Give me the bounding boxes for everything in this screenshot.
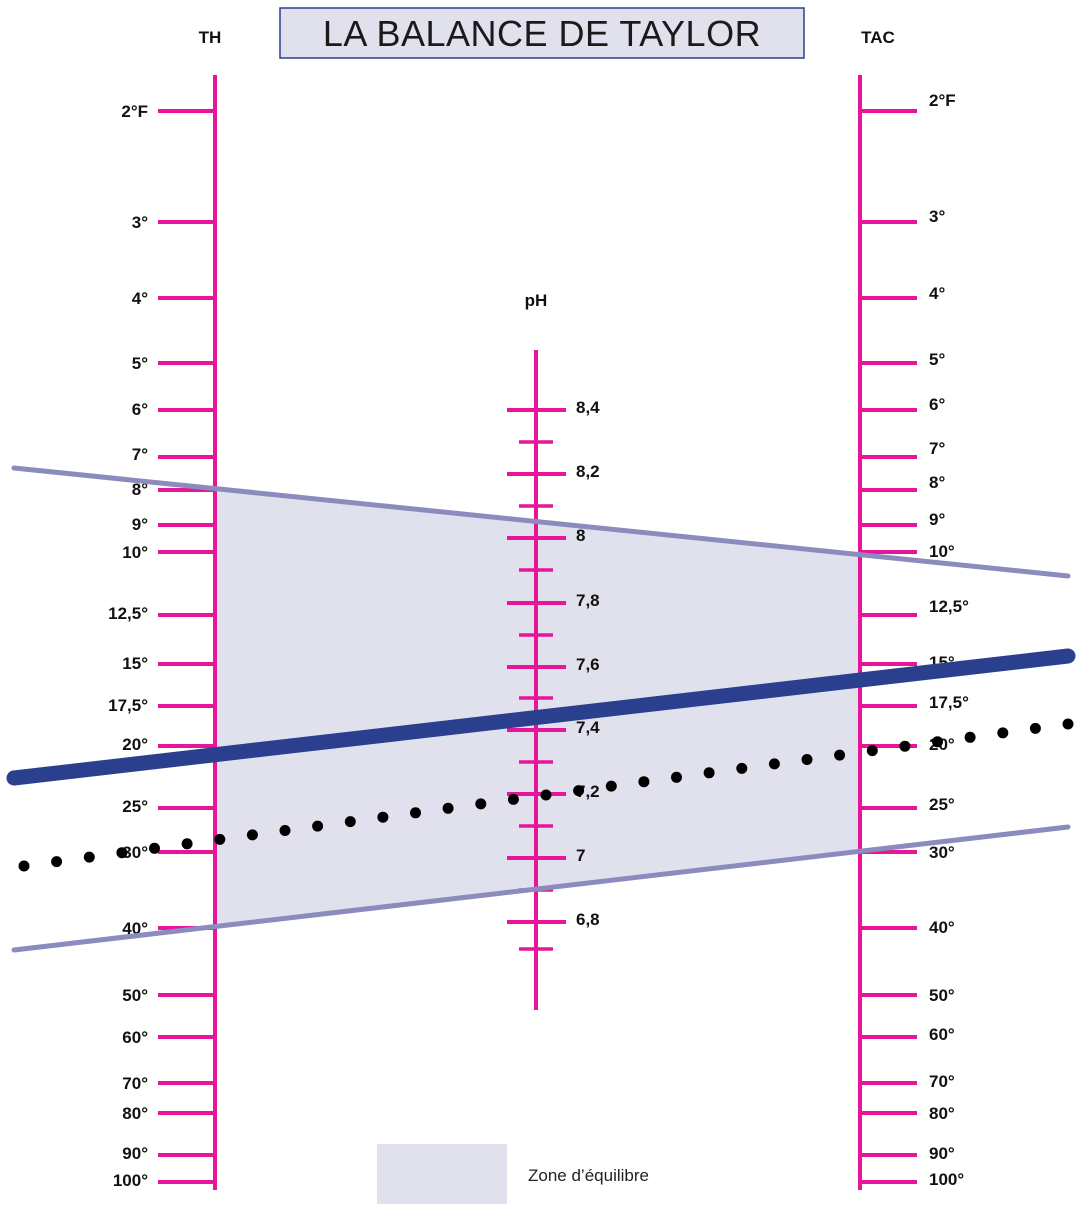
- tac-tick-label: 100°: [929, 1170, 964, 1189]
- th-tick-label: 3°: [132, 213, 148, 232]
- th-ticks: 2°F 3° 4° 5° 6° 7° 8° 9° 10° 12,5° 15° 17,5° 20° 25° 3…: [108, 102, 215, 1190]
- dotted-line-dot: [866, 745, 878, 757]
- dotted-line-dot: [834, 749, 846, 761]
- dotted-line-dot: [246, 829, 258, 841]
- th-tick-label: 50°: [122, 986, 148, 1005]
- dotted-line-dot: [214, 833, 226, 845]
- tac-tick-label: 25°: [929, 795, 955, 814]
- dotted-line-dot: [1029, 722, 1041, 734]
- tac-tick-label: 30°: [929, 843, 955, 862]
- th-tick-label: 6°: [132, 400, 148, 419]
- dotted-line-dot: [1062, 718, 1074, 730]
- dotted-line-dot: [997, 727, 1009, 739]
- dotted-line-dot: [932, 736, 943, 748]
- tac-tick-label: 90°: [929, 1144, 955, 1163]
- dotted-line-dot: [181, 838, 193, 850]
- dotted-example-line: [18, 718, 1074, 872]
- dotted-line-dot: [312, 820, 324, 832]
- example-line: [6, 648, 1076, 786]
- tac-tick-label: 2°F: [929, 91, 956, 110]
- tac-tick-label: 40°: [929, 918, 955, 937]
- dotted-line-dot: [149, 842, 160, 854]
- th-tick-label: 80°: [122, 1104, 148, 1123]
- dotted-line-dot: [116, 847, 128, 859]
- th-axis-title: TH: [199, 28, 222, 47]
- dotted-line-dot: [801, 754, 813, 765]
- th-tick-label: 15°: [122, 654, 148, 673]
- ph-tick-label: 7,6: [576, 655, 600, 674]
- tac-tick-label: 50°: [929, 986, 955, 1005]
- tac-tick-label: 9°: [929, 510, 945, 529]
- th-tick-label: 4°: [132, 289, 148, 308]
- ph-tick-label: 8,4: [576, 398, 600, 417]
- dotted-line-dot: [442, 802, 454, 814]
- dotted-line-dot: [507, 793, 519, 805]
- dotted-line-dot: [344, 816, 356, 828]
- tac-tick-label: 8°: [929, 473, 945, 492]
- th-tick-label: 60°: [122, 1028, 148, 1047]
- ph-tick-label: 7: [576, 846, 585, 865]
- ph-tick-label: 6,8: [576, 910, 600, 929]
- tac-tick-label: 3°: [929, 207, 945, 226]
- th-tick-label: 10°: [122, 543, 148, 562]
- th-tick-label: 70°: [122, 1074, 148, 1093]
- th-tick-label: 17,5°: [108, 696, 148, 715]
- tac-tick-label: 7°: [929, 439, 945, 458]
- th-tick-label: 8°: [132, 480, 148, 499]
- tac-tick-label: 70°: [929, 1072, 955, 1091]
- th-tick-label: 12,5°: [108, 604, 148, 623]
- tac-tick-label: 12,5°: [929, 597, 969, 616]
- tac-axis-title: TAC: [861, 28, 895, 47]
- chart-title: LA BALANCE DE TAYLOR: [323, 13, 761, 54]
- dotted-line-dot: [703, 767, 715, 779]
- lower-limit-line: [11, 824, 1071, 953]
- tac-tick-label: 10°: [929, 542, 955, 561]
- tac-tick-label: 60°: [929, 1025, 955, 1044]
- upper-limit-line: [11, 465, 1071, 579]
- dotted-line-dot: [51, 856, 63, 868]
- th-tick-label: 30°: [122, 843, 148, 862]
- ph-tick-label: 8,2: [576, 462, 600, 481]
- dotted-line-dot: [410, 807, 421, 819]
- tac-tick-label: 5°: [929, 350, 945, 369]
- dotted-line-dot: [899, 740, 911, 752]
- dotted-line-dot: [475, 798, 487, 810]
- dotted-line-dot: [768, 758, 780, 770]
- tac-ticks: 2°F3°4°5°6°7°8°9°10°12,5°15°17,5°20°25°3…: [860, 91, 969, 1189]
- th-tick-label: 9°: [132, 515, 148, 534]
- dotted-line-dot: [83, 851, 95, 863]
- legend-swatch: [377, 1144, 507, 1204]
- th-tick-label: 2°F: [121, 102, 148, 121]
- title-box: [279, 7, 805, 59]
- th-tick-label: 7°: [132, 445, 148, 464]
- tac-tick-label: 80°: [929, 1104, 955, 1123]
- dotted-line-dot: [540, 789, 552, 801]
- th-tick-label: 100°: [113, 1171, 148, 1190]
- dotted-line-dot: [638, 776, 650, 788]
- tac-tick-label: 4°: [929, 284, 945, 303]
- legend-label: Zone d’équilibre: [528, 1166, 649, 1185]
- ph-axis-title: pH: [525, 291, 548, 310]
- dotted-line-dot: [605, 780, 617, 792]
- ph-tick-label: 7,8: [576, 591, 600, 610]
- th-tick-label: 90°: [122, 1144, 148, 1163]
- th-tick-label: 25°: [122, 797, 148, 816]
- dotted-line-dot: [573, 785, 585, 797]
- dotted-line-dot: [671, 771, 682, 783]
- ph-ticks: 8,48,287,87,67,47,276,8: [507, 398, 600, 951]
- th-tick-label: 5°: [132, 354, 148, 373]
- ph-tick-label: 7,4: [576, 718, 600, 737]
- tac-tick-label: 17,5°: [929, 693, 969, 712]
- tac-tick-label: 6°: [929, 395, 945, 414]
- dotted-line-dot: [736, 762, 748, 774]
- th-tick-label: 20°: [122, 735, 148, 754]
- dotted-line-dot: [18, 860, 30, 872]
- dotted-line-dot: [964, 731, 976, 743]
- ph-tick-label: 8: [576, 526, 585, 545]
- dotted-line-dot: [377, 811, 389, 823]
- dotted-line-dot: [279, 825, 291, 836]
